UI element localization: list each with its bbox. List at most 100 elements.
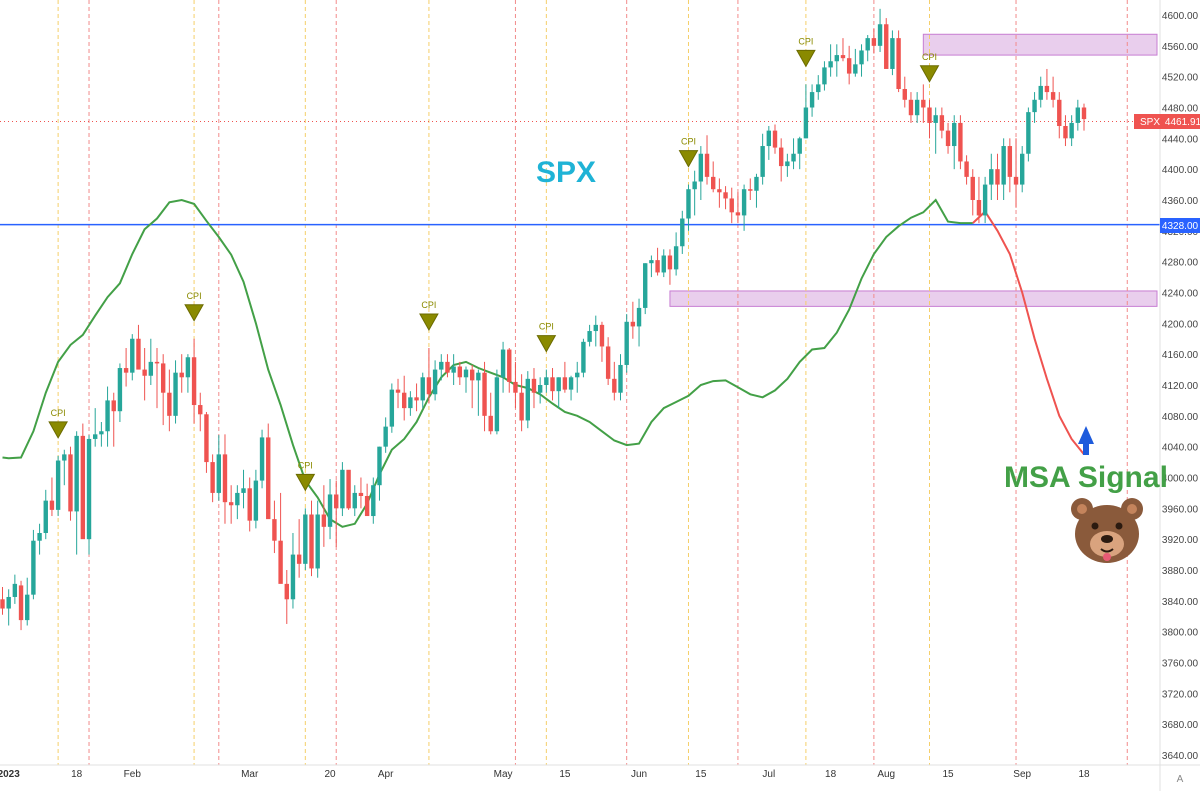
candle-29 [179, 354, 184, 393]
candle-69 [426, 348, 432, 404]
candle-body-119 [735, 212, 741, 216]
time-tick-10: Jul [762, 769, 775, 780]
candle-114 [704, 135, 710, 185]
candle-body-99 [612, 378, 617, 393]
candle-95 [587, 324, 592, 347]
candle-72 [445, 354, 450, 378]
candle-body-115 [711, 176, 716, 190]
cpi-markers: CPI CPI CPI CPI CPI CPI CPI CPI [48, 36, 940, 492]
candle-body-38 [235, 492, 240, 506]
candle-body-89 [550, 377, 555, 392]
time-axis[interactable]: 2023 18 Feb Mar 20 Apr May 15 Jun 15 Jul 18 Aug 15 Sep… [0, 764, 1200, 780]
level-tag-value: 4328.00 [1162, 221, 1199, 232]
candle-body-106 [655, 260, 660, 273]
candle-175 [1081, 103, 1087, 131]
price-axis[interactable]: 3640.00 3680.00 3720.00 3760.00 3800.00 3840.… [1159, 0, 1199, 791]
price-tick-10: 4040.00 [1162, 443, 1199, 454]
cpi-label: CPI [798, 36, 813, 46]
candle-body-23 [142, 369, 147, 376]
candle-body-141 [871, 38, 877, 46]
candle-17 [105, 386, 110, 447]
price-tag-symbol: SPX [1140, 117, 1160, 128]
candle-body-118 [729, 198, 734, 213]
horizontal-level[interactable] [0, 120, 1160, 226]
candle-body-36 [222, 454, 228, 503]
candle-body-33 [204, 414, 209, 463]
candle-body-12 [74, 435, 79, 512]
candle-body-146 [902, 89, 907, 100]
candle-body-173 [1069, 122, 1074, 139]
candle-body-84 [519, 392, 524, 421]
candle-body-154 [952, 122, 957, 147]
candle-131 [809, 84, 815, 117]
cpi-label: CPI [539, 322, 554, 332]
candle-12 [74, 431, 79, 555]
candle-164 [1013, 138, 1019, 208]
candle-body-144 [890, 38, 895, 69]
price-tick-1: 3680.00 [1162, 720, 1199, 731]
candle-body-32 [198, 405, 203, 415]
candle-100 [618, 354, 623, 401]
candle-body-19 [117, 368, 123, 412]
candle-134 [828, 44, 833, 77]
candle-body-123 [760, 146, 765, 177]
auto-scale-button[interactable]: A [1177, 774, 1184, 785]
candle-156 [964, 155, 969, 185]
candle-15 [93, 408, 98, 447]
candle-21 [130, 334, 135, 381]
candle-143 [884, 18, 889, 69]
time-tick-12: Aug [877, 769, 895, 780]
candle-body-25 [154, 361, 160, 364]
candle-body-67 [414, 397, 419, 401]
candle-14 [86, 435, 92, 555]
candle-6 [37, 523, 42, 555]
signal-arrow-icon [1078, 426, 1094, 455]
time-tick-9: 15 [695, 769, 707, 780]
candle-body-27 [167, 392, 172, 416]
candle-body-132 [816, 84, 821, 93]
candle-34 [210, 454, 215, 503]
candle-body-170 [1050, 92, 1056, 100]
candle-98 [605, 337, 611, 385]
candle-body-15 [93, 434, 98, 439]
candle-body-165 [1020, 153, 1025, 185]
candle-85 [525, 371, 530, 429]
candle-99 [612, 361, 617, 401]
candle-153 [945, 122, 951, 154]
candle-body-128 [791, 153, 796, 162]
candle-97 [599, 321, 605, 362]
price-tick-15: 4240.00 [1162, 289, 1199, 300]
candle-108 [667, 249, 673, 285]
candle-body-74 [457, 366, 463, 378]
candle-173 [1069, 115, 1074, 147]
candle-body-162 [1001, 146, 1006, 185]
price-tick-18: 4360.00 [1162, 196, 1199, 207]
candle-125 [772, 124, 778, 154]
price-tick-19: 4400.00 [1162, 165, 1199, 176]
candle-body-88 [544, 377, 549, 385]
candle-51 [315, 500, 320, 578]
candle-127 [785, 153, 790, 177]
candle-19 [117, 363, 123, 422]
candle-body-137 [846, 58, 852, 74]
candle-63 [389, 383, 395, 433]
candle-47 [290, 533, 296, 609]
candle-body-92 [568, 377, 574, 390]
candle-body-105 [649, 260, 654, 264]
price-tick-14: 4200.00 [1162, 319, 1199, 330]
candle-26 [160, 354, 166, 426]
candle-body-65 [402, 392, 407, 409]
candle-49 [303, 508, 308, 570]
candle-body-3 [18, 585, 24, 621]
cpi-marker-7: CPI [919, 52, 940, 83]
candle-74 [457, 361, 463, 385]
time-tick-14: Sep [1013, 769, 1031, 780]
time-tick-8: Jun [631, 769, 647, 780]
candle-106 [655, 247, 660, 276]
candle-136 [840, 38, 846, 62]
svg-text:A: A [1177, 774, 1184, 785]
candle-172 [1063, 115, 1068, 147]
candle-101 [624, 314, 629, 373]
candle-body-85 [525, 378, 530, 421]
